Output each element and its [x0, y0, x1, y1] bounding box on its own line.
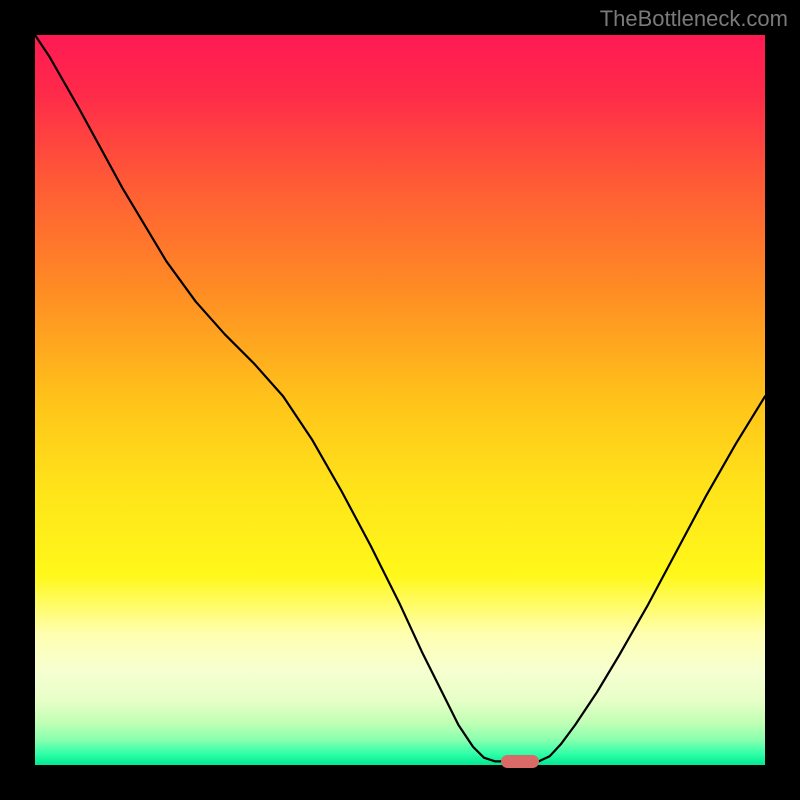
- bottleneck-plot: [35, 35, 765, 765]
- watermark-text: TheBottleneck.com: [600, 6, 788, 32]
- optimum-marker: [501, 755, 539, 768]
- chart-frame: { "watermark": { "text": "TheBottleneck.…: [0, 0, 800, 800]
